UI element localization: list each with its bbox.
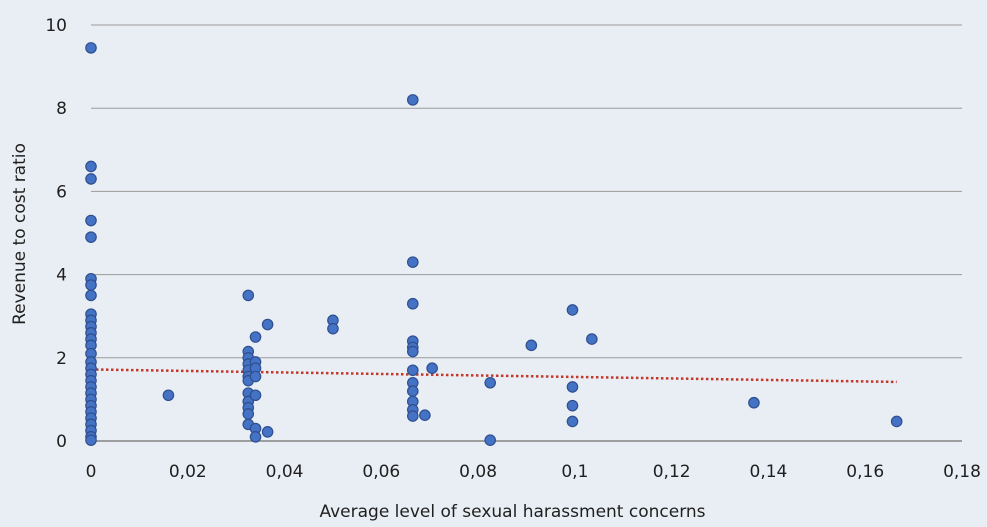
data-point bbox=[162, 389, 175, 402]
data-point bbox=[748, 396, 760, 409]
y-tick-label: 0 bbox=[56, 432, 67, 452]
data-point bbox=[890, 415, 903, 428]
x-tick-label: 0,16 bbox=[846, 462, 884, 482]
data-point bbox=[406, 385, 419, 397]
x-tick-label: 0,12 bbox=[653, 462, 691, 482]
data-point bbox=[566, 381, 579, 393]
data-point bbox=[85, 279, 97, 291]
y-tick-label: 2 bbox=[56, 349, 67, 369]
data-point bbox=[484, 376, 497, 389]
data-point bbox=[406, 345, 419, 358]
data-point bbox=[406, 94, 419, 106]
data-point bbox=[327, 322, 339, 335]
data-point bbox=[419, 409, 431, 422]
data-point bbox=[406, 256, 419, 268]
y-tick-label: 10 bbox=[45, 16, 67, 36]
data-points bbox=[85, 42, 903, 446]
x-tick-label: 0,14 bbox=[750, 462, 788, 482]
data-point bbox=[249, 389, 262, 402]
data-point bbox=[249, 431, 262, 443]
trendline bbox=[90, 368, 897, 384]
data-point bbox=[242, 408, 255, 420]
data-point bbox=[406, 364, 419, 377]
x-tick-label: 0 bbox=[86, 462, 97, 482]
x-axis-title: Average level of sexual harassment conce… bbox=[319, 502, 705, 522]
data-point bbox=[566, 304, 579, 316]
data-point bbox=[242, 289, 255, 302]
x-tick-label: 0,18 bbox=[943, 462, 981, 482]
y-tick-label: 4 bbox=[56, 266, 67, 286]
y-axis-title: Revenue to cost ratio bbox=[10, 143, 30, 325]
x-tick-label: 0,1 bbox=[561, 462, 588, 482]
data-point bbox=[484, 434, 497, 446]
data-point bbox=[85, 214, 97, 227]
x-tick-label: 0,04 bbox=[266, 462, 304, 482]
data-point bbox=[85, 289, 97, 302]
data-point bbox=[249, 331, 262, 343]
data-point bbox=[406, 410, 419, 422]
data-point bbox=[566, 415, 579, 428]
data-point bbox=[85, 173, 97, 185]
gridlines bbox=[91, 24, 962, 359]
y-tick-labels: 0 2 4 6 8 10 bbox=[45, 16, 67, 452]
data-point bbox=[426, 362, 438, 374]
data-point bbox=[261, 318, 274, 331]
y-tick-label: 8 bbox=[56, 99, 67, 119]
data-point bbox=[566, 399, 579, 412]
data-point bbox=[525, 339, 538, 352]
data-point bbox=[249, 370, 262, 383]
data-point bbox=[85, 42, 97, 54]
data-point bbox=[261, 426, 274, 438]
data-point bbox=[85, 231, 97, 243]
data-point bbox=[586, 333, 598, 345]
x-tick-labels: 0 0,02 0,04 0,06 0,08 0,1 0,12 0,14 0,16 0,18 bbox=[86, 462, 981, 482]
x-tick-label: 0,06 bbox=[362, 462, 400, 482]
y-tick-label: 6 bbox=[56, 182, 67, 202]
data-point bbox=[406, 297, 419, 310]
x-tick-label: 0,08 bbox=[459, 462, 497, 482]
data-point bbox=[85, 160, 97, 173]
data-point bbox=[85, 434, 97, 446]
x-tick-label: 0,02 bbox=[169, 462, 207, 482]
